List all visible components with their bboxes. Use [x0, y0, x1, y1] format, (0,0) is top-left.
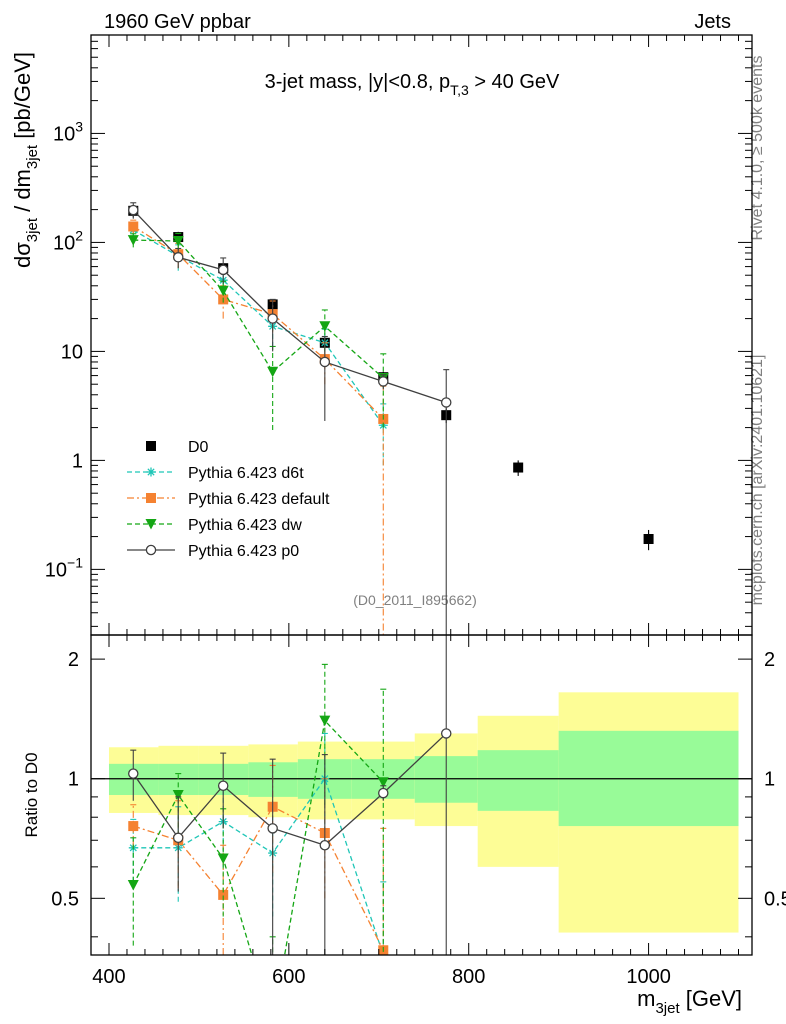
ratio-tick-label-right: 1: [764, 769, 775, 791]
legend-marker: [145, 519, 157, 530]
data-point: [378, 376, 389, 387]
ratio-point: [378, 787, 389, 799]
ratio-point: [319, 715, 331, 727]
ratio-tick-label-left: 1: [68, 769, 79, 791]
ratio-point: [319, 840, 331, 851]
legend-marker: [146, 467, 156, 477]
ratio-point: [218, 889, 229, 900]
x-tick-label: 600: [272, 966, 305, 988]
series-2: [128, 219, 389, 635]
mcplots-label: mcplots.cern.ch [arXiv:2401.10621]: [749, 355, 766, 606]
ratio-bands: [108, 692, 739, 933]
data-point: [513, 462, 524, 473]
data-point: [643, 534, 654, 545]
ratio-point: [377, 777, 389, 788]
data-point: [127, 235, 139, 246]
series-line: [132, 229, 384, 426]
ratio-tick-label-left: 0.5: [51, 888, 79, 910]
ratio-band-green: [477, 750, 559, 811]
header-right: Jets: [694, 11, 731, 33]
ratio-series-4: [128, 635, 452, 955]
main-series-layer: [127, 202, 654, 635]
ratio-point: [267, 823, 278, 834]
series-1: [128, 222, 388, 466]
legend: D0 Pythia 6.423 d6t Pythia 6.423 default Py…: [127, 439, 330, 560]
series-line: [132, 225, 384, 420]
legend-marker: [145, 544, 157, 556]
y-tick-label: 10−1: [45, 554, 83, 581]
y-tick-label: 10: [61, 341, 83, 363]
data-point: [319, 356, 331, 368]
data-point: [267, 366, 279, 378]
y-axis-label: dσ3jet / dm3jet [pb/GeV]: [10, 52, 41, 268]
data-point: [172, 236, 184, 247]
ratio-tick-label-right: 2: [764, 649, 775, 671]
x-tick-label: 1000: [626, 966, 671, 988]
ratio-point: [217, 853, 229, 864]
legend-item: Pythia 6.423 p0: [127, 543, 299, 560]
ratio-point: [128, 768, 139, 779]
x-tick-label: 400: [92, 966, 125, 988]
ratio-tick-label-right: 0.5: [764, 888, 786, 910]
data-point: [217, 264, 229, 276]
ratio-line: [133, 805, 384, 951]
rivet-label: Rivet 4.1.0, ≥ 500k events: [749, 56, 766, 241]
series-4: [128, 202, 452, 635]
ratio-series-layer: [127, 635, 452, 1024]
legend-item: Pythia 6.423 default: [127, 491, 330, 508]
x-tick-label: 800: [452, 966, 485, 988]
analysis-id: (D0_2011_I895662): [353, 592, 477, 608]
ratio-point: [217, 780, 229, 792]
data-point: [128, 204, 139, 216]
header-left: 1960 GeV ppbar: [104, 11, 251, 33]
legend-item: Pythia 6.423 d6t: [127, 465, 304, 482]
ratio-series-3: [127, 663, 389, 1024]
legend-label: Pythia 6.423 default: [188, 491, 330, 508]
data-point: [217, 285, 229, 297]
ratio-axis-label: Ratio to D0: [22, 752, 41, 837]
ratio-point: [172, 789, 184, 801]
axes-layer: 400 600 800 1000 10−1 1 10 102 103 0.5 0.5 1 1 2 2: [45, 34, 786, 988]
legend-label: Pythia 6.423 p0: [188, 543, 299, 560]
x-axis-label: m3jet [GeV]: [637, 986, 742, 1017]
ratio-point: [172, 832, 184, 844]
data-point: [319, 321, 331, 332]
legend-item: D0: [146, 439, 209, 456]
plot-title: 3-jet mass, |y|<0.8, pT,3 > 40 GeV: [265, 71, 560, 98]
legend-label: Pythia 6.423 dw: [188, 517, 302, 534]
legend-marker: [146, 441, 156, 451]
ratio-line: [132, 719, 384, 955]
legend-item: Pythia 6.423 dw: [127, 517, 302, 534]
ratio-frame: [90, 634, 753, 956]
legend-label: D0: [188, 439, 209, 456]
data-point: [440, 397, 452, 408]
legend-marker: [146, 493, 156, 503]
ratio-point: [267, 1020, 278, 1024]
data-point: [267, 313, 278, 324]
legend-label: Pythia 6.423 d6t: [188, 465, 304, 482]
ratio-point: [440, 728, 452, 739]
series-3: [127, 232, 389, 431]
ratio-point: [128, 821, 139, 832]
data-point: [128, 221, 139, 232]
y-tick-label: 102: [53, 227, 83, 254]
ratio-point: [127, 880, 139, 891]
data-point: [172, 252, 184, 263]
y-tick-label: 103: [53, 118, 83, 145]
series-line: [133, 239, 384, 379]
ratio-tick-label-left: 2: [68, 649, 79, 671]
ratio-band-green: [158, 763, 199, 795]
y-tick-label: 1: [72, 450, 83, 472]
